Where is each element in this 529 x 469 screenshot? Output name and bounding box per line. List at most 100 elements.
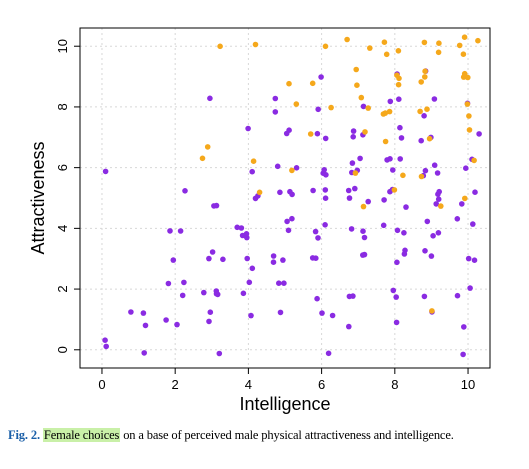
data-point <box>460 51 467 57</box>
data-point <box>434 170 441 176</box>
data-point <box>454 216 461 222</box>
y-tick-label: 4 <box>55 225 70 232</box>
data-point <box>418 137 425 144</box>
data-point <box>394 227 401 234</box>
x-tick-label: 6 <box>318 377 325 392</box>
data-point <box>329 312 336 319</box>
data-point <box>393 319 400 326</box>
data-point <box>396 75 402 82</box>
data-point <box>360 103 367 110</box>
data-point <box>471 157 477 164</box>
data-point <box>345 187 352 194</box>
data-point <box>346 323 352 330</box>
data-point <box>380 111 387 117</box>
data-point <box>246 279 253 286</box>
data-point <box>322 195 329 201</box>
data-point <box>467 285 473 291</box>
data-point <box>431 162 438 168</box>
y-tick-label: 0 <box>55 346 70 353</box>
data-point <box>397 156 404 162</box>
y-tick-label: 8 <box>55 103 70 110</box>
data-point <box>350 128 357 134</box>
data-point <box>395 81 402 88</box>
data-point <box>390 167 396 173</box>
data-point <box>245 125 251 132</box>
data-point <box>464 101 471 107</box>
data-point <box>270 259 277 266</box>
data-point <box>319 310 325 316</box>
data-point <box>418 173 425 180</box>
data-point <box>429 308 435 314</box>
data-point <box>322 135 329 142</box>
data-point <box>394 259 400 266</box>
x-tick-label: 0 <box>98 377 105 392</box>
data-point <box>328 104 334 111</box>
data-point <box>433 201 440 207</box>
data-point <box>346 195 353 201</box>
data-point <box>272 95 279 102</box>
data-point <box>422 74 428 80</box>
x-axis-title: Intelligence <box>239 394 330 414</box>
data-point <box>400 172 406 179</box>
data-point <box>348 226 355 232</box>
data-point <box>380 222 387 229</box>
data-point <box>463 165 469 171</box>
caption-text: on a base of perceived male physical att… <box>120 428 454 442</box>
data-point <box>395 48 402 54</box>
data-point <box>461 324 467 330</box>
data-point <box>102 337 108 344</box>
caption-highlight: Female choices <box>42 428 121 442</box>
data-point <box>466 127 473 133</box>
data-point <box>424 106 430 112</box>
data-point <box>387 188 393 195</box>
data-point <box>325 350 332 357</box>
y-tick-label: 6 <box>55 164 70 171</box>
data-point <box>344 36 350 43</box>
data-point <box>353 66 360 73</box>
data-point <box>103 343 109 350</box>
data-point <box>460 351 466 358</box>
data-point <box>283 130 290 137</box>
data-point <box>289 215 295 222</box>
y-axis-title: Attractiveness <box>28 141 48 254</box>
data-point <box>322 187 329 193</box>
data-point <box>206 255 212 262</box>
data-point <box>204 144 211 150</box>
data-point <box>383 51 390 58</box>
data-point <box>387 156 393 162</box>
data-point <box>277 189 283 196</box>
figure-label: Fig. 2. <box>8 428 40 442</box>
plot-frame <box>79 27 491 369</box>
data-point <box>211 203 217 209</box>
data-point <box>248 312 254 319</box>
data-point <box>418 79 425 85</box>
data-point <box>102 168 109 175</box>
data-point <box>396 96 402 102</box>
data-point <box>167 228 173 234</box>
data-point <box>435 196 442 202</box>
data-point <box>365 105 372 111</box>
data-point <box>318 74 324 80</box>
data-point <box>386 108 393 115</box>
data-point <box>220 256 226 263</box>
data-point <box>350 134 357 140</box>
data-point <box>207 95 213 102</box>
data-point <box>213 291 220 297</box>
data-point <box>465 74 471 81</box>
data-point <box>456 42 463 49</box>
data-point <box>216 350 223 357</box>
data-point <box>174 321 180 328</box>
data-point <box>309 80 316 87</box>
data-point <box>401 251 408 257</box>
data-point <box>142 322 149 329</box>
y-tick-label: 10 <box>55 39 70 53</box>
data-point <box>243 231 250 237</box>
data-point <box>128 309 134 315</box>
data-point <box>349 160 356 166</box>
data-point <box>314 295 320 302</box>
data-point <box>244 255 250 262</box>
x-axis: 0 2 4 6 8 10 <box>98 368 475 392</box>
data-point <box>360 203 367 210</box>
data-point <box>238 225 245 231</box>
x-tick-label: 8 <box>391 377 398 392</box>
